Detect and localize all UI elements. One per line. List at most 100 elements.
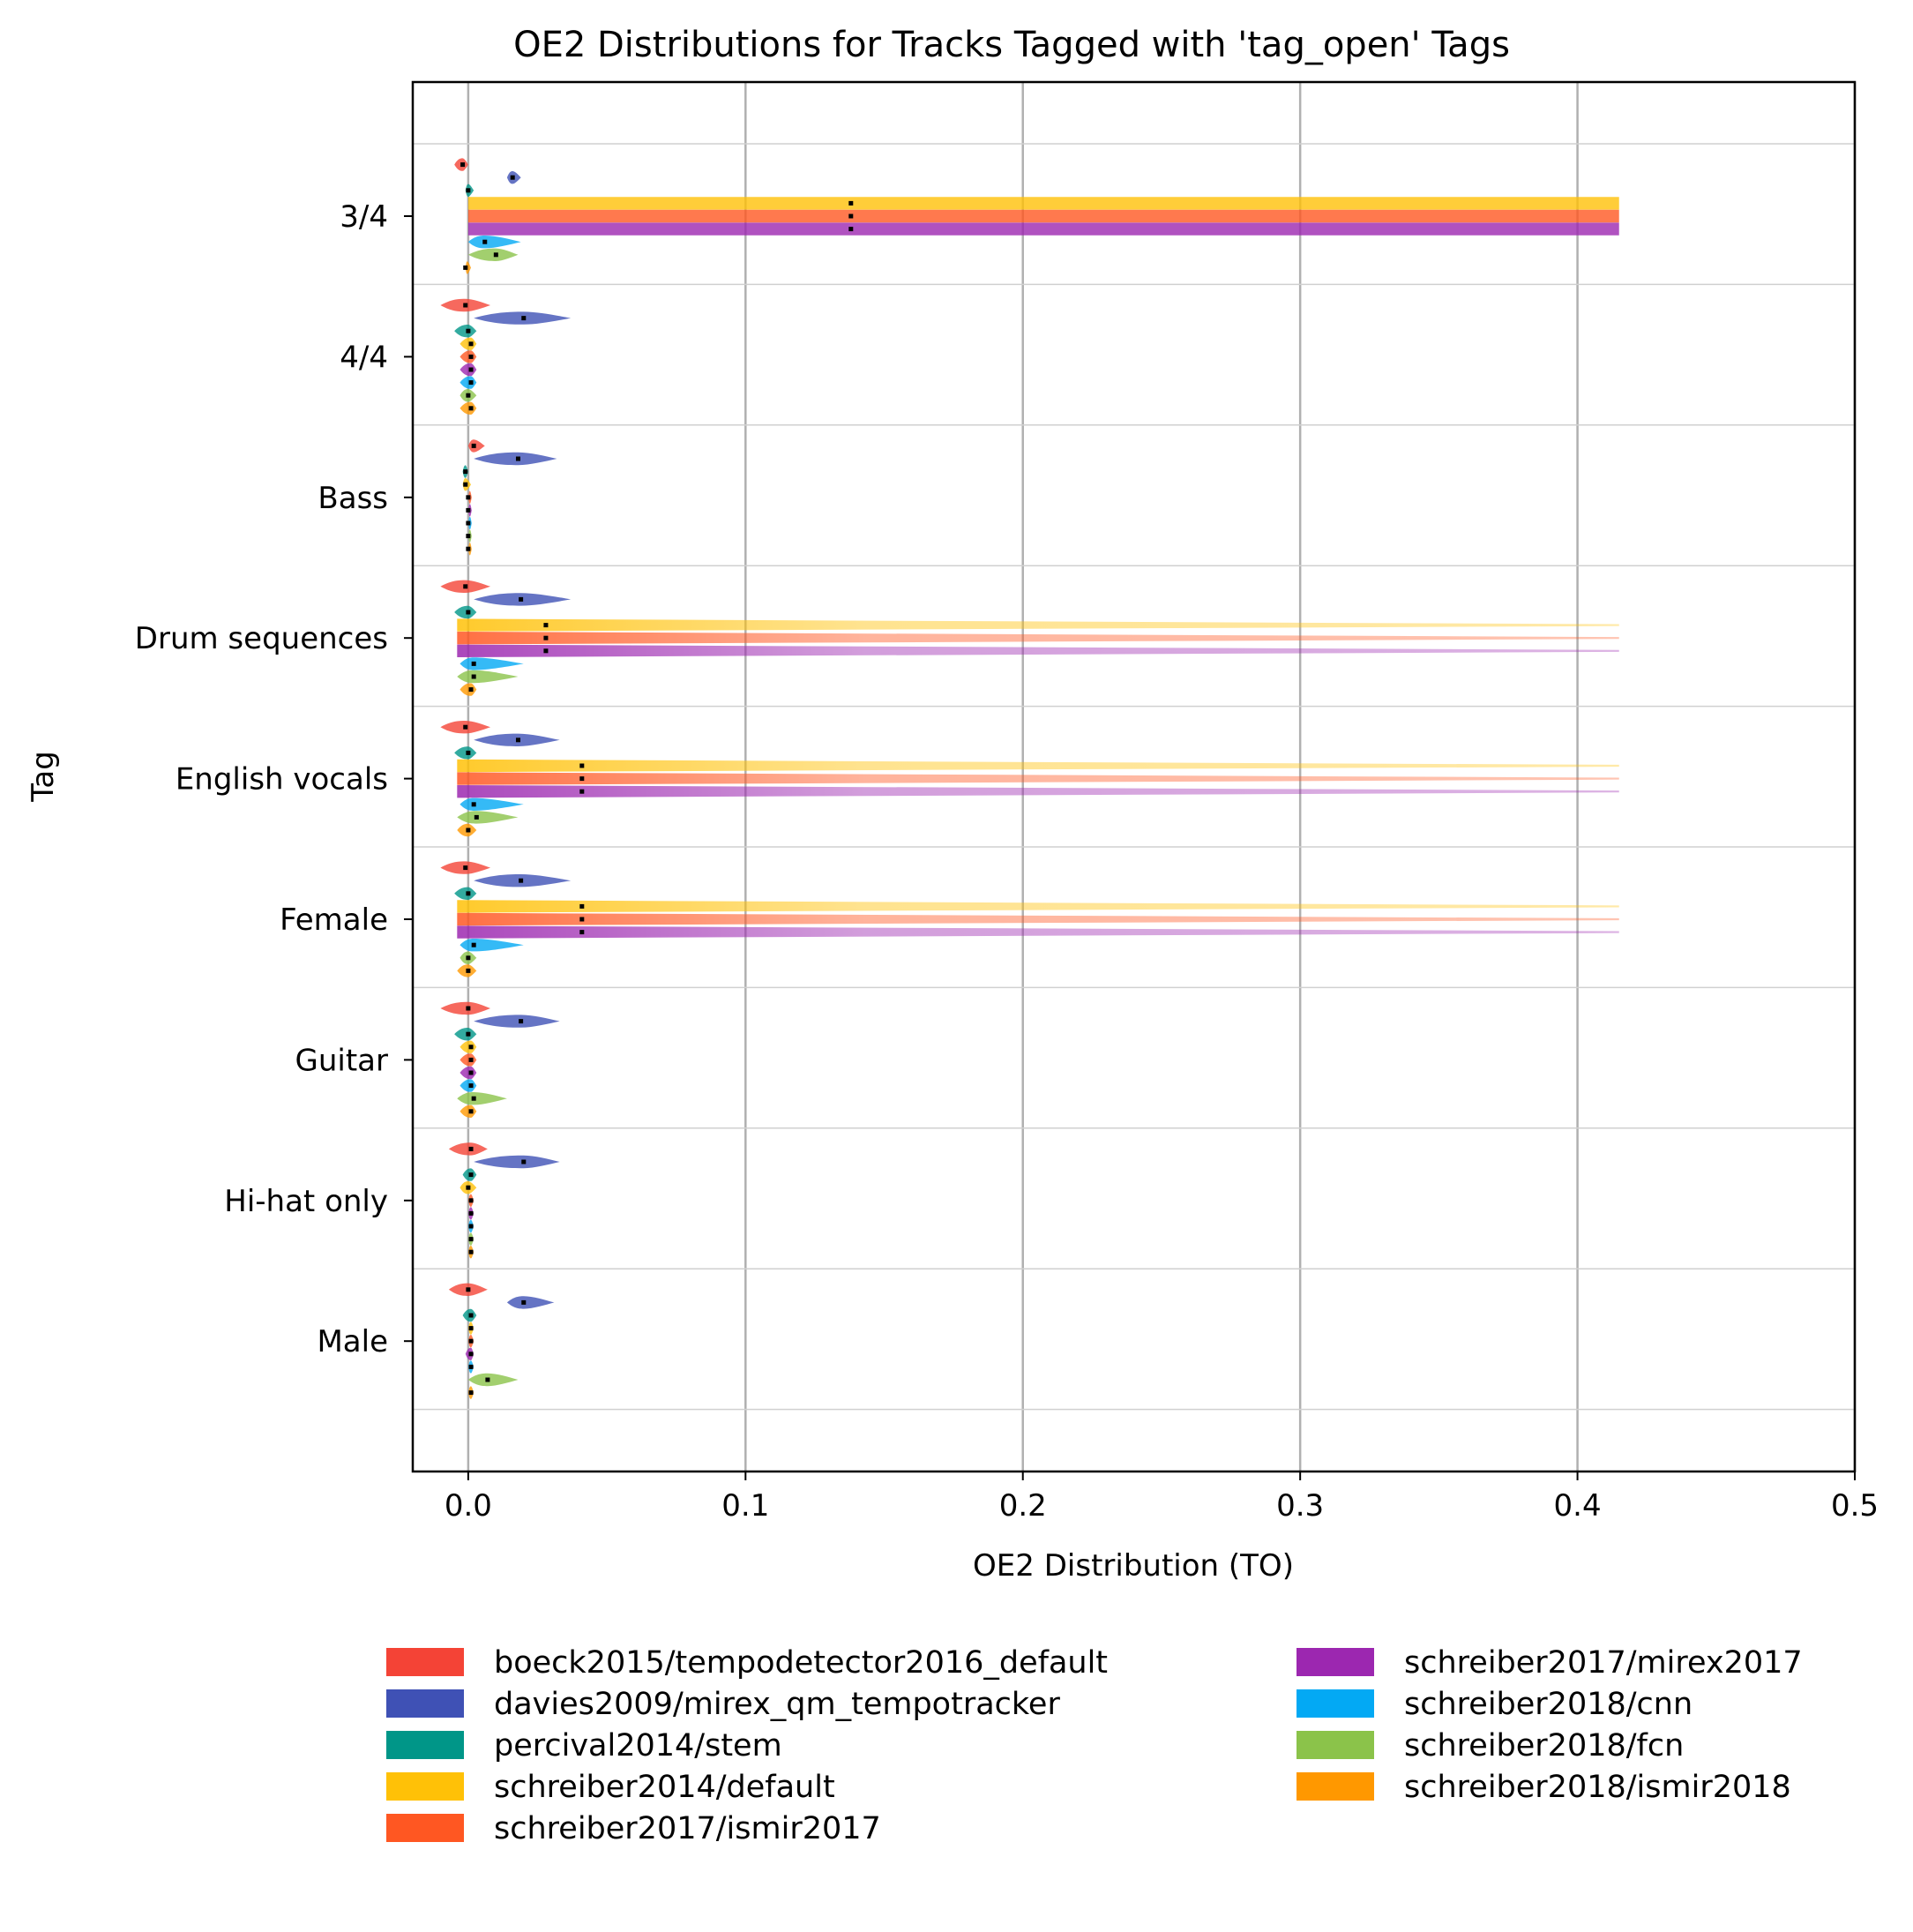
- violin-percival2014-stem: [454, 746, 477, 760]
- violin-schreiber2017-mirex2017: [457, 925, 1619, 939]
- violin-schreiber2017-mirex2017: [460, 363, 477, 377]
- median-marker: [468, 1198, 474, 1203]
- median-marker: [848, 213, 854, 219]
- violin-schreiber2014-default: [460, 1040, 477, 1053]
- median-marker: [468, 406, 474, 411]
- median-marker: [521, 1159, 527, 1164]
- legend-entry-label: schreiber2018/fcn: [1404, 1728, 1684, 1764]
- chart-title: OE2 Distributions for Tracks Tagged with…: [513, 25, 1510, 65]
- plot-frame: [411, 80, 1857, 1473]
- median-marker: [521, 1299, 527, 1305]
- median-marker: [471, 661, 476, 666]
- violin-schreiber2017-ismir2017: [460, 1053, 477, 1067]
- median-marker: [485, 1377, 490, 1382]
- violin-schreiber2018-cnn: [467, 236, 521, 249]
- violin-davies2009-mirex-qm-tempotracker: [474, 452, 557, 466]
- median-marker: [463, 865, 468, 871]
- y-tick-label: 4/4: [340, 340, 388, 375]
- median-marker: [471, 443, 476, 448]
- legend-swatch: [386, 1772, 464, 1801]
- median-marker: [466, 891, 471, 896]
- median-marker: [466, 495, 471, 500]
- x-tick-label: 0.0: [445, 1488, 492, 1524]
- median-marker: [519, 596, 524, 602]
- violin-schreiber2018-fcn: [467, 1373, 519, 1387]
- violin-schreiber2017-ismir2017: [467, 209, 1619, 223]
- legend-swatch: [1297, 1731, 1374, 1759]
- median-marker: [468, 1070, 474, 1075]
- median-marker: [463, 265, 468, 270]
- y-tick-label: Bass: [318, 481, 388, 516]
- legend-swatch: [386, 1731, 464, 1759]
- median-marker: [468, 687, 474, 693]
- median-marker: [468, 1057, 474, 1062]
- median-marker: [543, 623, 549, 628]
- legend: boeck2015/tempodetector2016_defaultdavie…: [386, 1645, 1803, 1846]
- median-marker: [466, 507, 471, 513]
- median-marker: [466, 534, 471, 539]
- legend-swatch: [1297, 1689, 1374, 1718]
- violin-schreiber2014-default: [460, 337, 477, 350]
- violin-schreiber2018-fcn: [457, 811, 519, 824]
- violin-schreiber2018-cnn: [460, 376, 477, 389]
- median-marker: [579, 917, 585, 922]
- violin-schreiber2017-mirex2017: [460, 1066, 477, 1080]
- median-marker: [468, 1172, 474, 1178]
- violin-schreiber2017-ismir2017: [457, 772, 1619, 785]
- median-marker: [468, 1338, 474, 1344]
- violin-percival2014-stem: [454, 887, 477, 900]
- violin-percival2014-stem: [454, 325, 477, 338]
- median-marker: [579, 763, 585, 768]
- legend-entry-label: davies2009/mirex_qm_tempotracker: [494, 1687, 1060, 1722]
- violin-schreiber2018-cnn: [460, 657, 524, 670]
- violin-schreiber2014-default: [467, 197, 1619, 210]
- violin-schreiber2017-mirex2017: [467, 222, 1619, 236]
- median-marker: [468, 1083, 474, 1089]
- legend-entry-label: schreiber2017/mirex2017: [1404, 1645, 1803, 1681]
- median-marker: [468, 354, 474, 359]
- median-marker: [848, 200, 854, 206]
- legend-entry-label: schreiber2014/default: [494, 1770, 835, 1805]
- axis-layer: 0.0 0.1 0.2 0.3 0.4 0.5 3/4 4/4 Bass Drum sequenc…: [135, 199, 1879, 1524]
- violin-schreiber2018-ismir2018: [460, 401, 477, 415]
- violin-schreiber2017-ismir2017: [460, 350, 477, 363]
- median-marker: [468, 1326, 474, 1331]
- median-marker: [468, 1109, 474, 1114]
- median-marker: [463, 724, 468, 730]
- median-marker: [466, 546, 471, 551]
- y-tick-label: 3/4: [340, 199, 388, 235]
- median-marker: [468, 1364, 474, 1369]
- violin-davies2009-mirex-qm-tempotracker: [474, 1155, 560, 1169]
- violin-schreiber2017-mirex2017: [457, 785, 1619, 798]
- median-marker: [466, 1287, 471, 1292]
- median-marker: [519, 1019, 524, 1024]
- violin-boeck2015-tempodetector2016-default: [440, 1001, 491, 1015]
- median-marker: [466, 520, 471, 526]
- violin-schreiber2018-cnn: [460, 939, 524, 952]
- median-marker: [543, 648, 549, 654]
- median-marker: [468, 1352, 474, 1357]
- median-marker: [468, 1237, 474, 1242]
- median-marker: [468, 1224, 474, 1229]
- median-marker: [579, 903, 585, 909]
- median-marker: [468, 1146, 474, 1151]
- median-marker: [466, 1185, 471, 1190]
- median-marker: [848, 227, 854, 232]
- median-marker: [463, 482, 468, 487]
- median-marker: [466, 393, 471, 398]
- legend-entry-label: percival2014/stem: [494, 1728, 782, 1764]
- x-tick-label: 0.5: [1831, 1488, 1879, 1524]
- violin-percival2014-stem: [454, 1028, 477, 1041]
- violin-schreiber2018-ismir2018: [460, 683, 477, 696]
- violin-boeck2015-tempodetector2016-default: [448, 1142, 488, 1156]
- median-marker: [510, 175, 515, 180]
- x-axis-label: OE2 Distribution (TO): [973, 1548, 1294, 1584]
- median-marker: [466, 328, 471, 333]
- y-tick-label: English vocals: [176, 762, 388, 798]
- median-marker: [463, 303, 468, 308]
- median-marker: [519, 878, 524, 883]
- legend-swatch: [1297, 1772, 1374, 1801]
- median-marker: [468, 1249, 474, 1254]
- median-marker: [515, 456, 520, 461]
